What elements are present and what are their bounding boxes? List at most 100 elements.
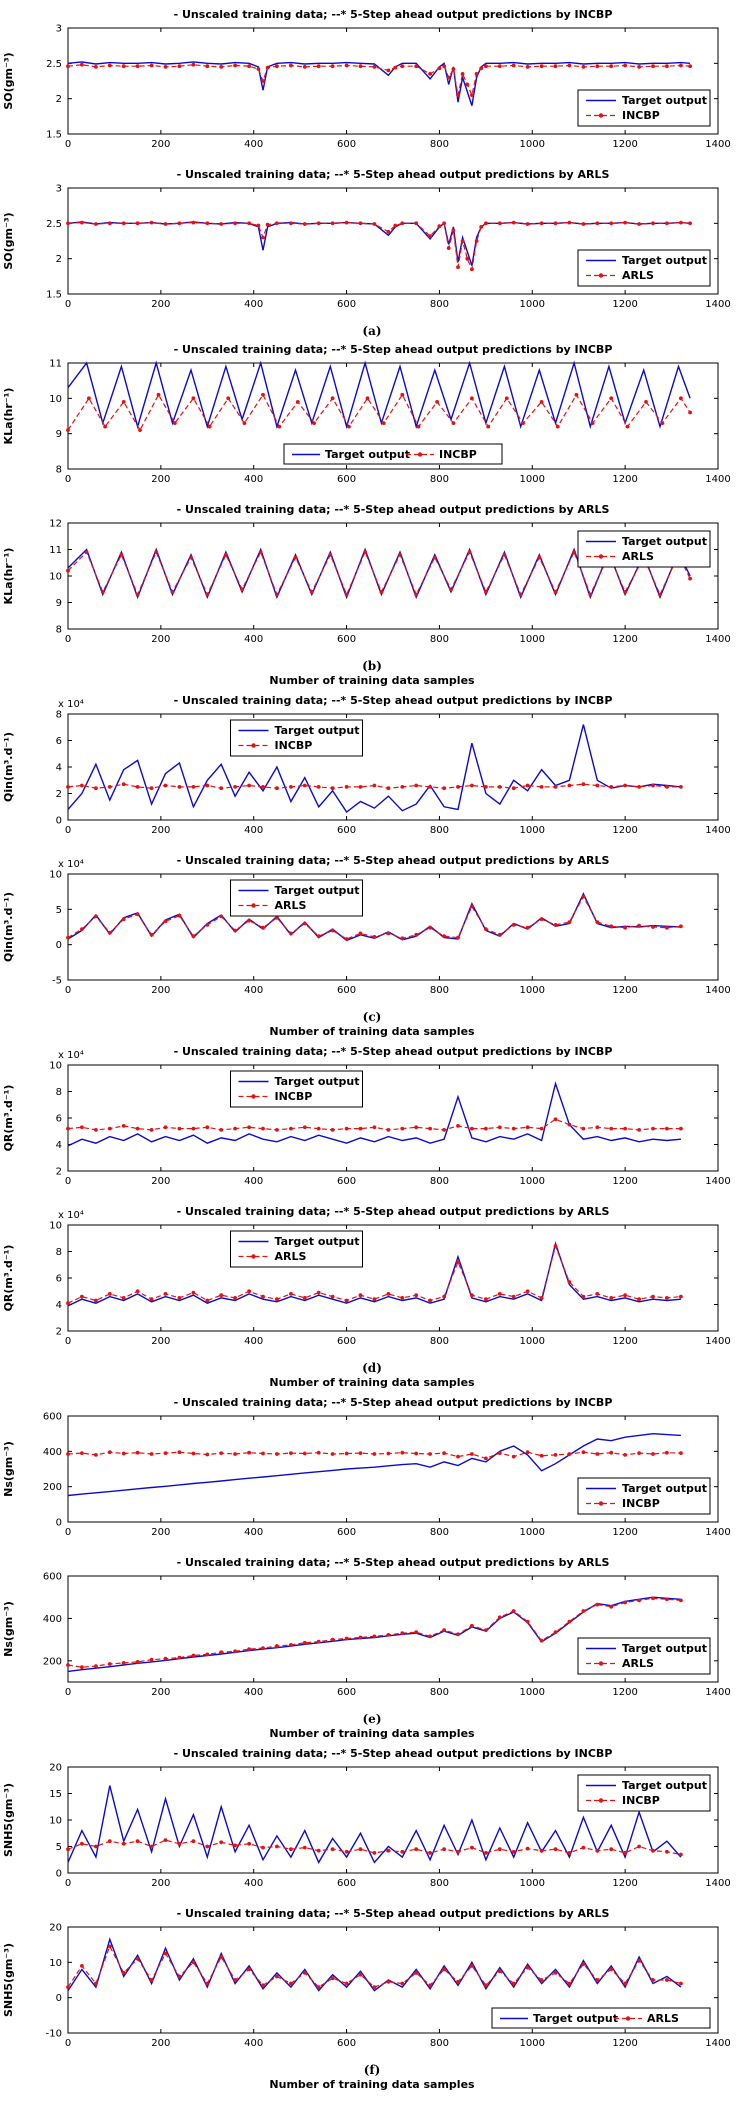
- x-tick-label: 800: [430, 1176, 449, 1187]
- prediction-marker: [484, 221, 488, 226]
- y-tick-label: 10: [49, 1958, 62, 1969]
- prediction-marker: [625, 424, 630, 429]
- prediction-marker: [80, 220, 84, 225]
- prediction-marker: [261, 1983, 265, 1988]
- prediction-marker: [651, 1452, 655, 1456]
- prediction-marker: [170, 590, 175, 594]
- prediction-marker: [316, 1639, 321, 1644]
- y-tick-label: 5: [56, 905, 62, 916]
- prediction-marker: [581, 1962, 586, 1966]
- prediction-marker: [511, 786, 516, 791]
- x-tick-label: 400: [244, 1687, 263, 1698]
- prediction-marker: [289, 221, 293, 226]
- prediction-marker: [637, 1451, 641, 1455]
- prediction-marker: [94, 1664, 98, 1668]
- prediction-marker: [302, 921, 307, 926]
- prediction-marker: [261, 1451, 265, 1456]
- prediction-marker: [456, 935, 460, 940]
- prediction-marker: [358, 64, 363, 69]
- y-tick-label: 10: [49, 572, 62, 583]
- chart-title: - Unscaled training data; --* 5-Step ahe…: [177, 854, 610, 867]
- prediction-marker: [233, 1978, 238, 1982]
- prediction-marker: [289, 785, 293, 789]
- prediction-marker: [330, 1637, 335, 1642]
- prediction-marker: [163, 222, 168, 226]
- prediction-marker: [163, 1292, 168, 1296]
- legend-box: Target output INCBP: [577, 1774, 711, 1812]
- prediction-marker: [465, 256, 470, 261]
- prediction-marker: [398, 552, 402, 557]
- prediction-marker: [80, 1125, 84, 1130]
- prediction-marker: [107, 785, 112, 789]
- prediction-marker: [207, 424, 212, 429]
- prediction-marker: [497, 1125, 502, 1130]
- prediction-marker: [435, 400, 439, 404]
- legend-entry-prediction: ARLS: [275, 899, 307, 912]
- series-target-line: [67, 1785, 682, 1864]
- legend-box: Target output ARLS: [230, 879, 363, 917]
- prediction-marker: [484, 785, 488, 789]
- prediction-marker: [163, 919, 168, 924]
- prediction-marker: [247, 918, 252, 923]
- prediction-marker: [107, 1450, 112, 1455]
- x-tick-label: 0: [65, 1527, 71, 1538]
- prediction-marker: [358, 1635, 363, 1640]
- prediction-marker: [233, 1649, 238, 1654]
- prediction-marker: [205, 1844, 210, 1849]
- prediction-marker: [358, 785, 363, 789]
- prediction-marker: [94, 1298, 98, 1303]
- y-tick-label: 8: [56, 1247, 62, 1258]
- prediction-marker: [386, 1292, 391, 1296]
- prediction-marker: [525, 222, 530, 226]
- prediction-marker: [637, 1128, 641, 1132]
- prediction-marker: [479, 225, 484, 229]
- prediction-marker: [330, 1452, 335, 1456]
- legend-entry-prediction: INCBP: [622, 1794, 660, 1807]
- prediction-marker: [665, 1126, 669, 1131]
- x-tick-label: 1000: [520, 2038, 545, 2049]
- prediction-marker: [330, 1128, 335, 1132]
- prediction-marker: [595, 1602, 600, 1607]
- prediction-marker: [567, 1851, 572, 1855]
- prediction-marker: [330, 1294, 335, 1299]
- x-tick-label: 1200: [612, 1878, 637, 1889]
- prediction-marker: [372, 1851, 377, 1855]
- prediction-marker: [302, 1296, 307, 1300]
- prediction-marker: [525, 925, 530, 930]
- prediction-marker: [344, 937, 349, 941]
- x-axis-label-d: Number of training data samples: [269, 1376, 475, 1389]
- prediction-marker: [275, 1128, 279, 1132]
- prediction-marker: [163, 1125, 168, 1130]
- prediction-marker: [191, 1653, 196, 1658]
- prediction-marker: [219, 1293, 224, 1298]
- prediction-marker: [121, 1661, 126, 1665]
- prediction-marker: [80, 62, 84, 67]
- prediction-marker: [470, 1964, 474, 1968]
- prediction-marker: [275, 1297, 279, 1302]
- y-tick-label: 9: [56, 429, 62, 440]
- prediction-marker: [344, 1126, 349, 1131]
- prediction-marker: [623, 925, 627, 930]
- prediction-marker: [414, 1125, 419, 1130]
- prediction-marker: [428, 925, 432, 930]
- prediction-marker: [688, 64, 692, 69]
- x-tick-label: 400: [244, 474, 263, 485]
- prediction-marker: [275, 592, 279, 597]
- prediction-marker: [247, 1125, 252, 1130]
- prediction-marker: [484, 1297, 488, 1302]
- prediction-marker: [623, 1851, 627, 1855]
- prediction-marker: [149, 1297, 154, 1302]
- prediction-marker: [191, 934, 196, 939]
- prediction-marker: [609, 785, 614, 789]
- series-prediction-line: [67, 64, 691, 98]
- prediction-marker: [537, 555, 542, 560]
- prediction-marker: [609, 1450, 614, 1455]
- prediction-marker: [470, 1623, 474, 1628]
- x-tick-label: 400: [244, 634, 263, 645]
- x-tick-label: 400: [244, 1878, 263, 1889]
- prediction-marker: [191, 1126, 196, 1131]
- prediction-marker: [484, 590, 488, 594]
- prediction-marker: [428, 1851, 432, 1855]
- prediction-marker: [240, 587, 245, 592]
- prediction-marker: [163, 1656, 168, 1661]
